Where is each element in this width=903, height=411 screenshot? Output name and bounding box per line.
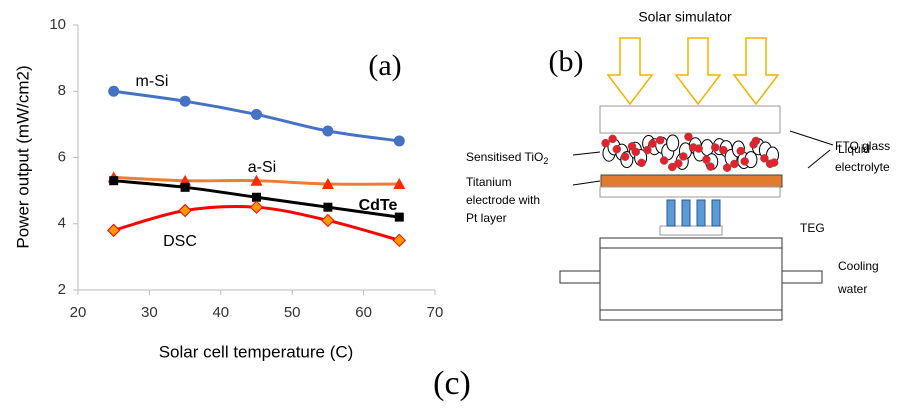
marker — [180, 182, 190, 192]
dye-molecule — [637, 158, 646, 168]
y-tick-label: 6 — [58, 148, 66, 165]
marker — [321, 178, 334, 189]
tio2-subscript: 2 — [543, 156, 548, 166]
dye-molecule — [631, 147, 641, 157]
x-tick-label: 20 — [70, 304, 87, 321]
marker — [323, 202, 333, 212]
electrode-label: electrode with — [466, 193, 540, 207]
dye-molecule — [679, 152, 688, 161]
dye-molecule — [674, 159, 683, 168]
y-tick-label: 2 — [58, 281, 66, 298]
series-label: m-Si — [136, 73, 169, 90]
dye-molecule — [620, 152, 630, 161]
dye-molecule — [612, 144, 622, 154]
dye-molecule — [694, 144, 703, 153]
dye-molecule — [643, 145, 652, 155]
marker — [393, 178, 406, 189]
cooling-label: water — [837, 282, 867, 296]
dye-molecule — [706, 162, 715, 171]
marker — [109, 176, 119, 186]
marker — [251, 108, 262, 120]
x-tick-label: 50 — [284, 304, 301, 321]
dye-molecule — [601, 138, 610, 148]
y-tick-label: 10 — [49, 16, 66, 33]
marker — [322, 125, 334, 137]
caption: (c) — [433, 365, 471, 402]
marker — [249, 200, 264, 214]
x-axis-label: Solar cell temperature (C) — [159, 342, 354, 361]
marker — [393, 135, 405, 147]
dye-molecule — [751, 136, 761, 146]
teg-base — [659, 225, 723, 236]
dye-molecule — [740, 157, 749, 166]
dye-molecule — [730, 159, 739, 169]
dye-molecule — [659, 156, 669, 165]
electrolyte-label: Liquid — [838, 142, 870, 156]
light-arrows — [606, 37, 780, 106]
source-label: Solar simulator — [638, 9, 732, 25]
pointer-lines — [572, 130, 834, 186]
marker — [106, 223, 121, 238]
tio2-label: Sensitised TiO2 — [466, 150, 548, 166]
x-tick-label: 60 — [355, 304, 372, 321]
marker — [394, 212, 404, 222]
marker — [250, 174, 263, 186]
dye-molecule — [655, 135, 665, 145]
series-label: a-Si — [248, 159, 276, 176]
dye-molecule — [648, 139, 657, 148]
diagram: (b) Solar simulator FTO glass Sensitise — [466, 9, 890, 321]
titanium-electrode — [600, 174, 783, 188]
dye-molecule — [769, 158, 779, 167]
dye-molecule — [722, 163, 732, 172]
bottom-glass — [599, 186, 781, 198]
fto-label: FTO glass — [835, 139, 890, 153]
dye-molecule — [760, 154, 769, 163]
tio2-layer — [601, 132, 780, 172]
marker — [178, 203, 192, 218]
marker — [392, 233, 407, 248]
particle — [666, 134, 680, 152]
panel-label: (a) — [368, 49, 401, 82]
cooling-label: Cooling — [838, 259, 879, 273]
fto-glass — [599, 105, 781, 134]
marker — [252, 192, 261, 202]
teg-legs — [666, 199, 721, 227]
dye-molecule — [608, 134, 617, 144]
electrode-label: Titanium — [466, 175, 512, 189]
marker — [321, 213, 335, 228]
series-label: CdTe — [359, 197, 398, 214]
teg-label: TEG — [800, 221, 825, 235]
x-tick-label: 40 — [212, 304, 229, 321]
y-tick-label: 4 — [58, 215, 66, 232]
dye-molecule — [736, 146, 745, 156]
x-tick-label: 30 — [141, 304, 158, 321]
electrolyte-label: electrolyte — [835, 160, 890, 174]
tio2-text: Sensitised TiO — [466, 150, 543, 164]
y-tick-label: 8 — [58, 82, 66, 99]
dye-molecule — [702, 155, 711, 164]
y-axis-label: Power output (mW/cm2) — [13, 65, 32, 248]
dye-molecule — [684, 132, 693, 142]
panel-label: (b) — [549, 45, 584, 78]
marker — [108, 85, 120, 97]
cooling-block — [559, 237, 823, 321]
line-chart: (a) Solar cell temperature (C) Power out… — [13, 16, 443, 362]
marker — [179, 95, 191, 107]
dye-molecule — [710, 143, 720, 152]
series-label: DSC — [163, 233, 197, 250]
x-tick-label: 70 — [427, 304, 444, 321]
dye-molecule — [719, 145, 728, 155]
electrode-label: Pt layer — [466, 211, 507, 225]
